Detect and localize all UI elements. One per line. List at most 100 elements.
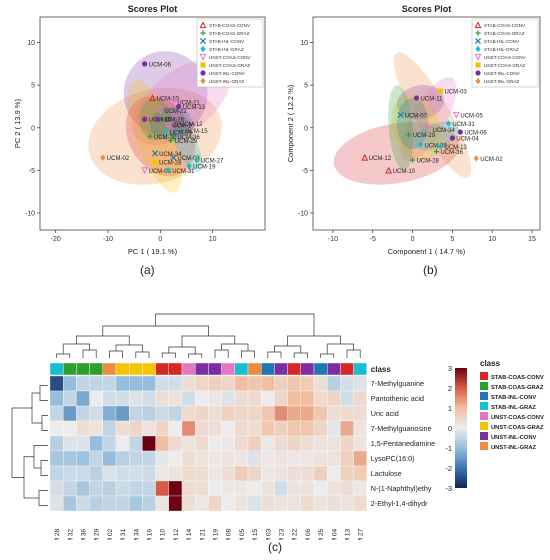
heatmap-cell <box>274 435 288 452</box>
heatmap-cell <box>208 465 222 482</box>
data-point <box>409 157 416 163</box>
heatmap-cell <box>115 390 130 407</box>
heatmap-cell <box>102 405 117 422</box>
column-label: UCM 12 <box>173 528 180 540</box>
heatmap: class 7-Methylguanine Pantothenic acid Uric… <box>11 313 544 540</box>
heatmap-cell <box>300 435 315 452</box>
point-label: UCM-15 <box>185 129 208 135</box>
heatmap-cell <box>327 435 341 452</box>
y-tick-label: 10 <box>27 40 35 47</box>
legend-marker <box>199 37 207 45</box>
heatmap-cell <box>221 450 235 467</box>
scores-plot-pca: Scores Plot -20 -10 0 10 -10 -5 0 5 10 PC 1 ( 19.1… <box>13 4 266 256</box>
column-label: UCM 04 <box>331 528 338 540</box>
point-label: UCM-04 <box>456 136 479 142</box>
heatmap-cell <box>327 420 341 437</box>
column-label: UCM 03 <box>265 528 272 540</box>
dendrogram-link <box>109 350 123 358</box>
heatmap-cell <box>274 375 288 392</box>
heatmap-cell <box>287 465 301 482</box>
heatmap-cell <box>234 450 249 467</box>
data-point <box>147 133 153 139</box>
heatmap-cell <box>300 480 315 497</box>
point-label: UCM-16 <box>149 118 172 124</box>
ellipse-layer <box>333 52 472 185</box>
heatmap-cell <box>49 405 64 422</box>
class-legend-label: STAB-INL-GRAZ <box>491 405 536 411</box>
point-label: UCM-02 <box>107 156 130 162</box>
data-point <box>178 127 184 133</box>
point-label: UCM-03 <box>177 156 200 162</box>
legend-label: UNST-INL-CONV <box>209 71 246 76</box>
row-label: Uric acid <box>371 409 399 418</box>
point-label: UCM-10 <box>157 96 180 102</box>
heatmap-cell <box>274 480 288 497</box>
heatmap-cell <box>247 390 262 407</box>
confidence-ellipse <box>393 52 472 178</box>
heatmap-cell <box>340 405 354 422</box>
data-point <box>172 119 180 127</box>
colorbar-tick-label: 3 <box>448 364 452 373</box>
class-legend-swatch <box>480 422 488 430</box>
heatmap-cell <box>129 495 143 512</box>
point-label: UCM-31 <box>452 122 475 128</box>
data-point <box>152 150 159 157</box>
class-bar-cell <box>221 362 236 376</box>
heatmap-cell <box>129 405 143 422</box>
chart-title: Scores Plot <box>128 4 178 14</box>
point-label: UCM-09 <box>170 131 193 137</box>
dendrogram-link <box>181 335 236 347</box>
heatmap-cell <box>234 465 249 482</box>
heatmap-cell <box>63 435 77 452</box>
column-label: UCM 16 <box>147 528 154 540</box>
dendrogram-link <box>241 350 255 358</box>
x-tick-label: -10 <box>103 236 113 243</box>
heatmap-cell <box>168 390 183 407</box>
legend-label: UNST-INL-GRAZ <box>484 79 519 84</box>
heatmap-cell <box>247 465 262 482</box>
heatmap-cell <box>115 465 130 482</box>
heatmap-cell <box>353 450 367 467</box>
heatmap-cell <box>340 390 354 407</box>
heatmap-cell <box>195 450 209 467</box>
data-point <box>457 129 463 135</box>
point-label: UCM-11 <box>421 96 444 102</box>
heatmap-cell <box>287 480 301 497</box>
legend-label: STAB-INL-CONV <box>484 39 520 44</box>
heatmap-cell <box>102 435 117 452</box>
point-label: UCM-36 <box>177 135 200 141</box>
column-label: UCM 19 <box>213 528 220 540</box>
legend-label: STAB-COAS-GRAZ <box>209 31 250 36</box>
heatmap-cell <box>89 495 103 512</box>
heatmap-cell <box>102 495 117 512</box>
dendrogram-link <box>82 349 97 358</box>
heatmap-cell <box>49 450 64 467</box>
heatmap-cell <box>208 405 222 422</box>
data-point <box>186 162 192 170</box>
class-bar-cell <box>261 362 275 376</box>
heatmap-cell <box>129 420 143 437</box>
dendrogram-link <box>40 460 48 476</box>
dendrogram-link <box>62 343 90 354</box>
class-legend-label: UNST-INL-GRAZ <box>491 445 537 451</box>
heatmap-cell <box>76 450 90 467</box>
heatmap-cell <box>142 450 156 467</box>
class-legend-swatch <box>480 372 488 380</box>
column-label: UCM 21 <box>199 528 206 540</box>
class-legend-label: STAB-INL-CONV <box>491 395 536 401</box>
heatmap-cell <box>313 375 328 392</box>
legend-marker <box>474 21 482 29</box>
confidence-ellipse <box>388 85 414 171</box>
heatmap-cell <box>353 465 367 482</box>
class-bar-cell <box>247 362 262 376</box>
heatmap-cell <box>76 375 90 392</box>
heatmap-cell <box>247 405 262 422</box>
data-point <box>361 153 369 161</box>
point-layer: UCM-03UCM-11UCM-05UCM-07UCM-31UCM-34UCM-… <box>361 88 503 175</box>
heatmap-cell <box>287 495 301 512</box>
dendrogram-link <box>155 313 315 336</box>
heatmap-cell <box>274 405 288 422</box>
heatmap-cell <box>221 495 235 512</box>
data-point <box>417 141 424 148</box>
class-bar-cell <box>142 362 156 376</box>
